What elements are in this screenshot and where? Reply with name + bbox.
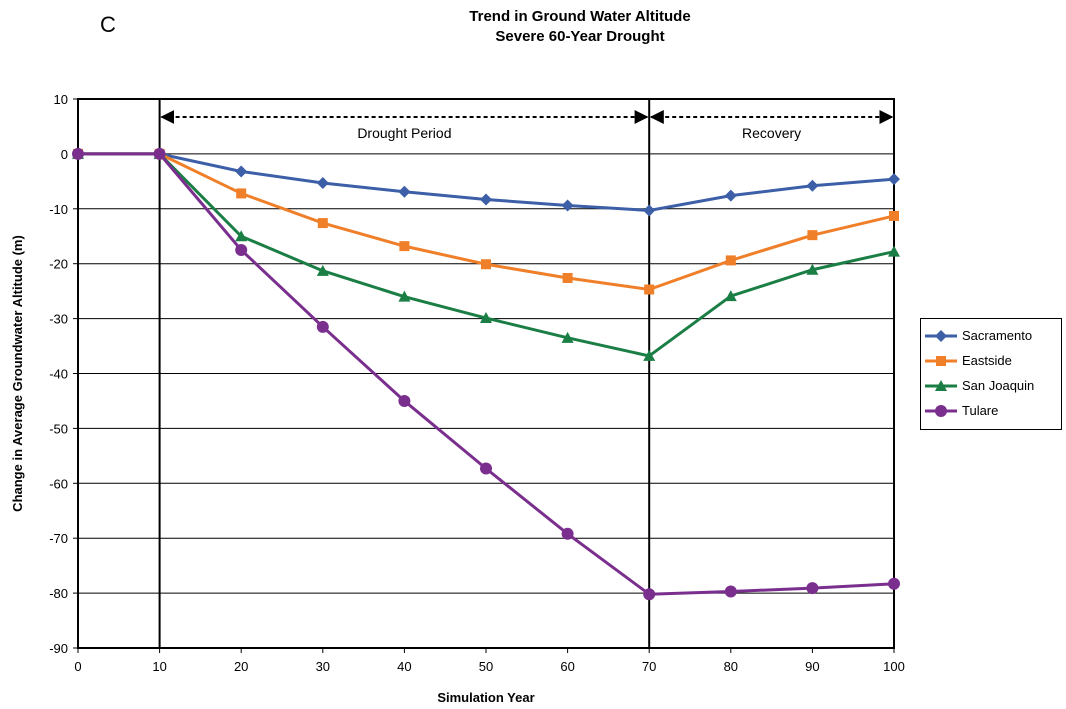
- data-point: [888, 173, 900, 186]
- data-point: [236, 188, 247, 199]
- legend-symbol: [925, 329, 957, 342]
- x-tick-label: 60: [560, 659, 574, 674]
- data-point: [644, 284, 655, 295]
- y-tick-label: 10: [54, 92, 68, 107]
- x-tick-label: 30: [316, 659, 330, 674]
- series-tulare: [72, 147, 900, 601]
- data-point: [235, 165, 248, 178]
- data-point: [398, 290, 411, 302]
- y-tick-label: -90: [49, 641, 68, 656]
- data-point: [724, 189, 737, 202]
- data-point: [643, 349, 656, 361]
- legend-label: San Joaquin: [962, 378, 1035, 393]
- data-point: [806, 263, 819, 275]
- legend-entry: Tulare: [925, 398, 1061, 423]
- legend-marker: [935, 379, 947, 391]
- data-point: [316, 264, 329, 276]
- data-point: [480, 193, 492, 206]
- data-point: [481, 259, 491, 270]
- legend-symbol: [925, 379, 957, 391]
- data-point: [643, 588, 656, 601]
- data-point: [806, 179, 819, 192]
- data-point: [562, 272, 573, 283]
- y-tick-label: -80: [49, 586, 68, 601]
- data-point: [725, 255, 736, 266]
- x-tick-label: 70: [642, 659, 656, 674]
- drought-label: Drought Period: [357, 125, 451, 141]
- legend-marker: [935, 329, 947, 342]
- data-point: [480, 462, 492, 475]
- y-tick-label: -30: [49, 312, 68, 327]
- data-point: [398, 185, 411, 198]
- legend-label: Eastside: [962, 353, 1012, 368]
- legend-entry: Sacramento: [925, 323, 1061, 348]
- data-point: [153, 147, 166, 160]
- data-point: [317, 218, 328, 229]
- y-tick-label: -50: [49, 421, 68, 436]
- y-tick-label: -40: [49, 367, 68, 382]
- data-point: [72, 147, 84, 160]
- legend-symbol: [925, 404, 957, 417]
- legend-label: Sacramento: [962, 328, 1033, 343]
- data-point: [399, 241, 410, 252]
- series-eastside: [73, 148, 899, 295]
- legend-marker: [935, 404, 947, 417]
- data-point: [807, 230, 818, 241]
- x-tick-label: 40: [397, 659, 411, 674]
- chart-title: Trend in Ground Water Altitude: [469, 8, 691, 25]
- data-point: [235, 230, 248, 242]
- chart-subtitle: Severe 60-Year Drought: [495, 28, 665, 45]
- data-point: [888, 577, 900, 590]
- data-point: [889, 210, 899, 221]
- y-tick-label: 0: [61, 147, 68, 162]
- data-point: [561, 199, 574, 212]
- x-tick-label: 100: [883, 659, 905, 674]
- data-point: [561, 527, 574, 540]
- data-point: [806, 582, 819, 595]
- x-tick-label: 10: [152, 659, 166, 674]
- x-tick-label: 20: [234, 659, 248, 674]
- data-point: [398, 394, 411, 407]
- x-tick-label: 90: [805, 659, 819, 674]
- data-point: [316, 320, 329, 333]
- series-line: [78, 152, 895, 358]
- x-tick-label: 50: [479, 659, 493, 674]
- y-tick-label: -20: [49, 257, 68, 272]
- data-point: [480, 312, 492, 324]
- data-point: [316, 176, 329, 189]
- data-point: [724, 585, 737, 598]
- data-point: [643, 204, 656, 217]
- x-tick-label: 0: [74, 659, 81, 674]
- data-point: [888, 245, 900, 257]
- panel-letter: C: [100, 12, 116, 37]
- legend-marker: [936, 355, 946, 366]
- series-sacramento: [72, 147, 900, 217]
- series-san-joaquin: [72, 147, 900, 361]
- x-axis-label: Simulation Year: [437, 690, 534, 705]
- legend-entry: San Joaquin: [925, 373, 1061, 398]
- y-tick-label: -70: [49, 531, 68, 546]
- recovery-label: Recovery: [742, 125, 801, 141]
- x-tick-label: 80: [724, 659, 738, 674]
- legend-label: Tulare: [962, 403, 999, 418]
- data-point: [724, 290, 737, 302]
- legend-symbol: [925, 355, 957, 366]
- data-point: [561, 331, 574, 343]
- chart-legend: Sacramento Eastside San Joaquin Tulare: [920, 318, 1062, 430]
- data-point: [235, 243, 248, 256]
- legend-entry: Eastside: [925, 348, 1061, 373]
- y-tick-label: -10: [49, 202, 68, 217]
- y-tick-label: -60: [49, 476, 68, 491]
- series-line: [78, 152, 895, 596]
- y-axis-label: Change in Average Groundwater Altitude (…: [10, 235, 25, 512]
